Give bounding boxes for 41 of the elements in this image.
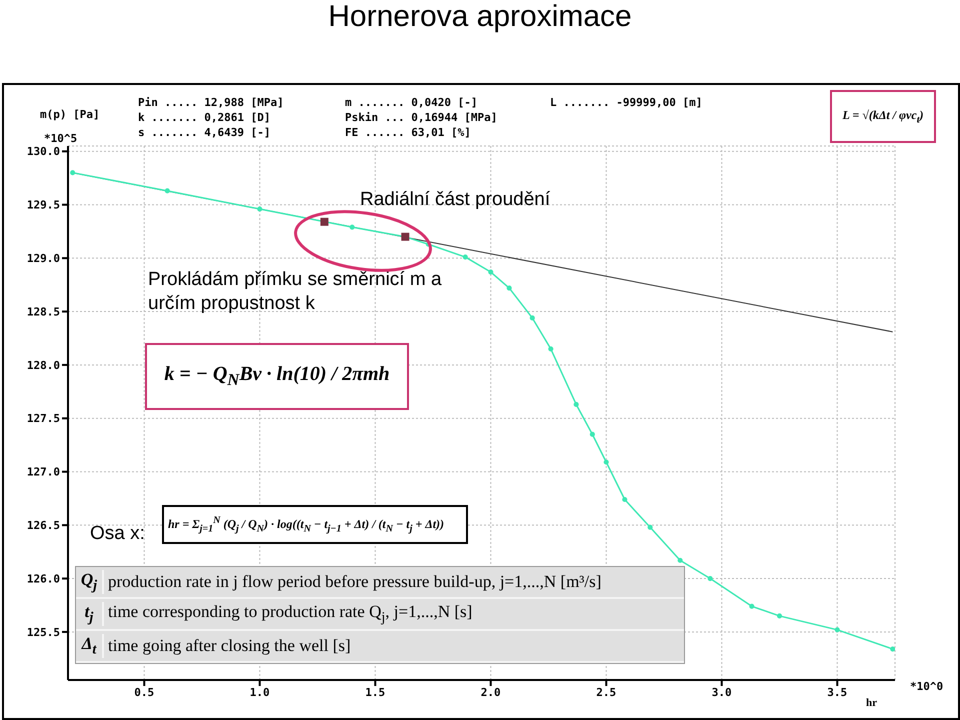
x-tick-label: 2.0 bbox=[480, 686, 501, 699]
y-tick-label: 126.0 bbox=[26, 572, 60, 586]
text: *10^5 bbox=[44, 132, 78, 145]
y-tick-label: 129.5 bbox=[26, 198, 60, 212]
y-tick-label: 130.0 bbox=[26, 145, 60, 158]
text: FE ...... 63,01 [%] bbox=[345, 126, 471, 139]
annotation: Q$_{j}$ bbox=[76, 570, 104, 594]
y-tick-label: 128.5 bbox=[26, 305, 60, 318]
text: Pin ..... 12,988 [MPa] bbox=[138, 96, 284, 109]
chart-title: Hornerova aproximace bbox=[327, 0, 633, 34]
text: s ....... 4,6439 [-] bbox=[138, 126, 270, 139]
annotation: Osa x: bbox=[90, 523, 145, 545]
annotation: Radiální část proudění bbox=[360, 189, 550, 211]
y-tick-label: 127.0 bbox=[26, 466, 60, 479]
text: hr = Σ$_{j=1}$$^{N}$ (Q$_{j}$ / Q$_{N}$) · log((t$_{N}$ − t$_{j−1}$ + Δt) / (t$_{N}$ − t$_{j}$ + Δt)) bbox=[168, 515, 444, 534]
text: k ....... 0,2861 [D] bbox=[138, 111, 270, 124]
y-axis-title: m(p) [Pa] bbox=[40, 108, 100, 121]
annotation: t$_{j}$ bbox=[76, 602, 104, 626]
text: *10^0 bbox=[910, 680, 944, 693]
x-tick-label: 3.5 bbox=[827, 686, 848, 699]
y-tick-label: 129.0 bbox=[26, 252, 60, 266]
annotation: Δ$_{t}$ bbox=[76, 634, 104, 658]
y-tick-label: 125.5 bbox=[26, 626, 60, 639]
y-tick-label: 127.5 bbox=[26, 412, 60, 426]
x-tick-label: 1.5 bbox=[365, 686, 386, 699]
text: m ....... 0,0420 [-] bbox=[345, 96, 478, 109]
annotation: production rate in j flow period before pressure build-up, j=1,...,N [m³/s] bbox=[107, 572, 602, 592]
annotation: k = − Q$_{N}$Bν · ln(10) / 2πmh bbox=[145, 343, 409, 410]
x-axis-title: hr bbox=[866, 697, 877, 709]
x-tick-label: 0.5 bbox=[134, 686, 154, 699]
annotation: Prokládám přímku se směrnicí m a určím propustnost k bbox=[148, 268, 443, 316]
text: L = √(kΔt / φνc$_{t}$) bbox=[830, 90, 936, 144]
text: L ....... -99999,00 [m] bbox=[550, 96, 702, 109]
annotation: time corresponding to production rate Q$_{j}$, j=1,...,N [s] bbox=[107, 602, 472, 626]
y-tick-label: 126.5 bbox=[26, 519, 60, 532]
x-tick-label: 3.0 bbox=[712, 686, 732, 699]
annotation: time going after closing the well [s] bbox=[107, 636, 351, 656]
x-tick-label: 1.0 bbox=[250, 686, 270, 699]
y-tick-label: 128.0 bbox=[26, 358, 60, 372]
x-tick-label: 2.5 bbox=[596, 686, 616, 699]
text: Pskin ... 0,16944 [MPa] bbox=[345, 111, 498, 124]
